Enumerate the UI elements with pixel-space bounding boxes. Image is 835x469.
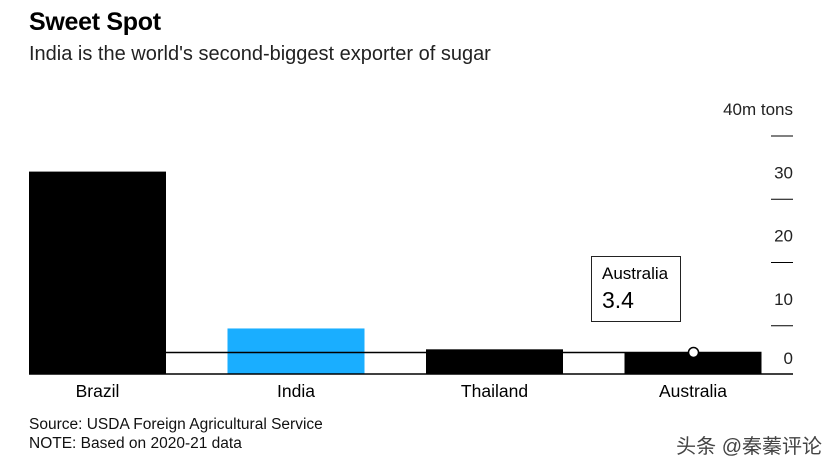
x-tick-label: Thailand xyxy=(461,381,528,401)
chart-title: Sweet Spot xyxy=(29,8,161,36)
y-tick-label: 10 xyxy=(774,290,793,309)
watermark: 头条 @秦蓁评论 xyxy=(676,436,822,458)
bar-australia xyxy=(624,352,762,374)
x-tick-label: Australia xyxy=(659,381,727,401)
x-tick-label: India xyxy=(277,381,315,401)
tooltip-label: Australia xyxy=(602,264,669,283)
source-note: Source: USDA Foreign Agricultural Servic… xyxy=(29,416,323,433)
y-tick-label: 20 xyxy=(774,227,793,246)
tooltip-value: 3.4 xyxy=(602,287,634,313)
annotation-marker xyxy=(687,346,700,359)
bar-brazil xyxy=(29,171,166,374)
x-tick-label: Brazil xyxy=(76,381,120,401)
bar-thailand xyxy=(426,349,563,374)
y-tick-label: 40m tons xyxy=(723,100,793,119)
chart-subtitle: India is the world's second-biggest expo… xyxy=(29,43,491,65)
value-tooltip: Australia 3.4 xyxy=(591,256,681,322)
y-tick-label: 0 xyxy=(784,349,793,368)
footnote: NOTE: Based on 2020-21 data xyxy=(29,435,242,452)
bar-india xyxy=(227,328,365,374)
y-tick-label: 30 xyxy=(774,163,793,182)
